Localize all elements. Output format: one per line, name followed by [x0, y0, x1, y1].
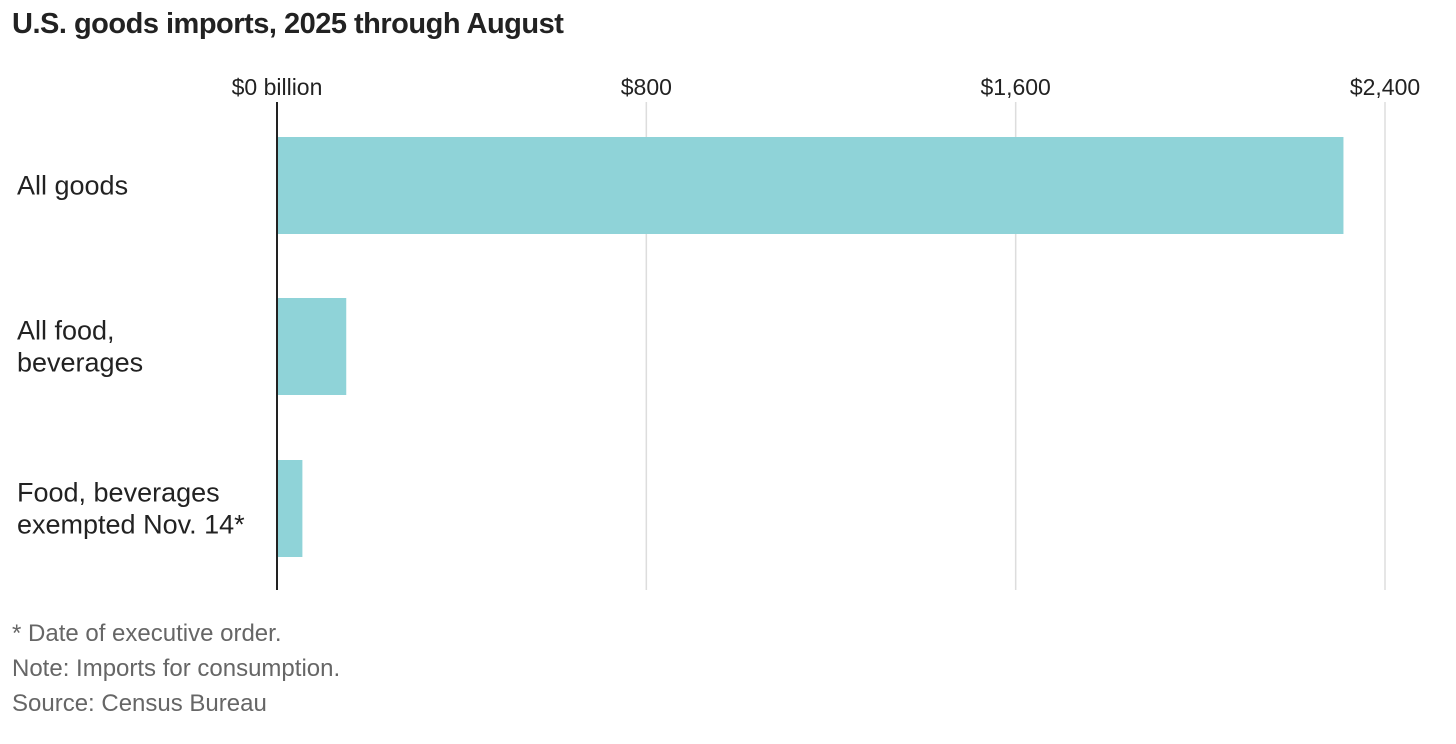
bars: [277, 137, 1344, 557]
category-label: exempted Nov. 14*: [17, 510, 245, 540]
x-tick-label: $1,600: [980, 74, 1050, 100]
x-tick-label: $0 billion: [232, 74, 323, 100]
x-tick-label: $800: [621, 74, 672, 100]
category-labels: All goods All food,beverages Food, beverag…: [17, 171, 245, 540]
source: Source: Census Bureau: [12, 690, 267, 717]
footnote: * Date of executive order.: [12, 620, 282, 647]
chart-title: U.S. goods imports, 2025 through August: [12, 8, 564, 40]
x-tick-label: $2,400: [1350, 74, 1420, 100]
bar: [277, 137, 1344, 234]
bar-chart: $0 billion $800 $1,600 $2,400 All goodsAll …: [17, 74, 1421, 590]
category-label: Food, beverages: [17, 478, 220, 508]
bar: [277, 460, 303, 557]
note: Note: Imports for consumption.: [12, 655, 341, 682]
category-label: All food,: [17, 316, 115, 346]
chart-notes: * Date of executive order. Note: Imports…: [12, 616, 340, 721]
bar: [277, 298, 347, 395]
x-axis-tick-labels: $0 billion $800 $1,600 $2,400: [232, 74, 1421, 100]
category-label: beverages: [17, 348, 143, 378]
category-label: All goods: [17, 171, 128, 201]
